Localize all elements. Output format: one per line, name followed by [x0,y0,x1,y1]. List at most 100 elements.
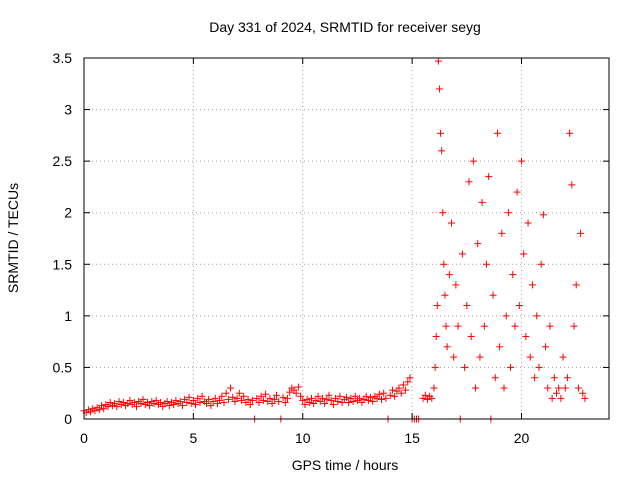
data-point [146,402,154,410]
data-point [577,229,585,237]
data-point [441,291,449,299]
data-point [561,384,569,392]
data-point [362,392,370,400]
data-point [207,402,215,410]
data-point [399,381,407,389]
data-point [325,391,333,399]
data-point [440,260,448,268]
data-point [321,400,329,408]
data-point [404,378,412,386]
data-point [100,405,108,413]
data-point [224,395,232,403]
data-point [579,389,587,397]
data-point [380,389,388,397]
data-point [520,250,528,258]
data-point [262,390,270,398]
data-point [163,397,171,405]
data-point [550,374,558,382]
data-point [253,394,261,402]
data-point [176,397,184,405]
data-point [198,392,206,400]
data-point [421,391,429,399]
data-point [518,157,525,165]
data-point [548,394,556,402]
data-point [323,395,331,403]
data-point [255,398,263,406]
data-point [308,394,315,402]
y-tick-label: 2 [64,205,72,221]
data-point [542,343,550,351]
data-point [445,271,453,279]
data-points [80,57,589,423]
data-point [496,343,504,351]
data-point [244,395,252,403]
data-point [467,332,475,340]
data-point [472,384,480,392]
data-point [369,397,377,405]
data-point [559,353,567,361]
data-point [294,383,302,391]
data-point [286,388,294,396]
data-point [343,393,350,401]
chart-title: Day 331 of 2024, SRMTID for receiver sey… [209,19,481,35]
data-point [139,395,147,403]
data-point [434,57,442,65]
data-point [439,209,447,217]
data-point [183,398,191,406]
data-point [152,396,160,404]
data-point [345,398,353,406]
data-point [395,384,403,392]
data-point [356,394,364,402]
data-point [196,398,204,406]
data-point [581,394,589,402]
data-point [493,129,501,137]
data-point [95,406,103,414]
data-point [170,401,178,409]
x-tick-label: 0 [80,430,88,446]
data-point [458,250,466,258]
data-point [283,394,291,402]
data-point [433,302,441,310]
data-point [528,281,536,289]
data-point [454,322,462,330]
data-point [133,403,140,411]
data-point [438,147,446,155]
data-point [227,384,235,392]
data-point [435,85,443,93]
data-point [509,271,517,279]
data-point [218,392,226,400]
data-point [522,332,530,340]
data-point [498,229,506,237]
data-point [104,403,112,411]
data-point [235,389,243,397]
data-point [246,401,254,409]
data-point [480,322,488,330]
data-point [535,363,543,371]
data-point [270,395,278,403]
y-tick-label: 2.5 [53,153,73,169]
data-point [301,401,309,409]
data-point [443,343,451,351]
data-point [220,398,228,406]
data-point [229,393,237,401]
data-point [233,394,241,402]
data-point [431,363,439,371]
data-point [428,394,436,402]
data-point [461,363,469,371]
data-point [524,219,532,227]
data-point [349,397,357,405]
data-point [539,211,547,219]
data-point [388,386,396,394]
data-point [130,398,138,406]
data-point [574,384,582,392]
data-point [373,394,381,402]
data-point [402,386,410,394]
y-tick-label: 1.5 [53,256,73,272]
data-point [216,396,224,404]
y-tick-label: 1 [64,308,72,324]
data-point [351,392,359,400]
data-point [378,395,385,403]
data-point [406,374,414,382]
data-point [113,403,121,411]
